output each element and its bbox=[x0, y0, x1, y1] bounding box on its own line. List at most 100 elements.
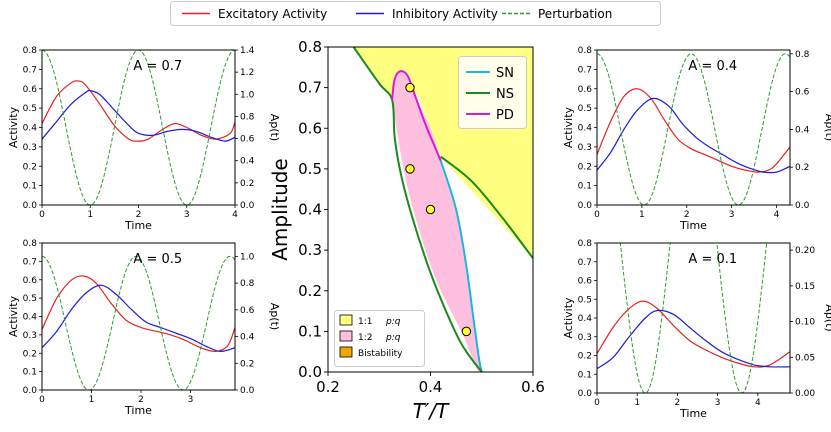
y-axis-label: Amplitude bbox=[268, 158, 292, 261]
y2-tick-label: 0.2 bbox=[795, 163, 809, 173]
x-tick-label: 1 bbox=[87, 210, 93, 220]
legend-line-label: SN bbox=[496, 66, 514, 81]
y2-axis-label: Ap(t) bbox=[268, 303, 281, 330]
y2-tick-label: 0.6 bbox=[240, 135, 255, 145]
y2-tick-label: 1.2 bbox=[240, 68, 254, 78]
y2-tick-label: 0.15 bbox=[795, 282, 815, 292]
x-tick-label: 3 bbox=[729, 210, 735, 220]
y-tick-label: 0.0 bbox=[298, 363, 322, 381]
x-axis-label: T′/T bbox=[413, 399, 450, 423]
legend-label-1: Inhibitory Activity bbox=[392, 7, 498, 21]
x-tick-label: 2 bbox=[138, 395, 144, 405]
y2-tick-label: 0.2 bbox=[240, 359, 254, 369]
legend-patch-0 bbox=[339, 314, 353, 326]
x-tick-label: 0.4 bbox=[419, 378, 443, 396]
plot-area bbox=[42, 255, 235, 390]
y-tick-label: 0.5 bbox=[298, 160, 322, 178]
inhibitory-line bbox=[597, 309, 790, 370]
x-tick-label: 0 bbox=[594, 210, 600, 220]
panel-a-0.7: 0 1 2 3 40.00.10.20.30.40.50.60.70.80.00.20.… bbox=[7, 46, 281, 232]
excitatory-line bbox=[597, 88, 790, 173]
x-tick-label: 2 bbox=[684, 210, 690, 220]
y2-tick-label: 1.0 bbox=[240, 90, 255, 100]
x-axis-label: Time bbox=[679, 407, 707, 420]
excitatory-line bbox=[42, 275, 235, 353]
amplitude-annotation: A = 0.5 bbox=[133, 252, 182, 267]
y2-tick-label: 0.4 bbox=[240, 333, 255, 343]
y-axis-label: Activity bbox=[562, 106, 575, 148]
y2-tick-label: 0.4 bbox=[795, 125, 810, 135]
y2-axis-label: Ap(t) bbox=[268, 114, 281, 141]
y-tick-label: 0.4 bbox=[578, 124, 593, 134]
y-tick-label: 0.7 bbox=[23, 65, 37, 75]
region-legend: 1:1 p:q 1:2 p:q Bistability bbox=[334, 310, 425, 367]
x-tick-label: 0 bbox=[39, 395, 45, 405]
boundary-legend: SN NS PD bbox=[458, 56, 527, 129]
perturbation-line bbox=[42, 255, 235, 390]
y-tick-label: 0.5 bbox=[23, 104, 37, 114]
region-1-2 bbox=[392, 71, 480, 372]
y-tick-label: 0.1 bbox=[578, 182, 592, 192]
y-tick-label: 0.3 bbox=[578, 333, 592, 343]
legend-line-label: PD bbox=[496, 108, 514, 123]
x-tick-label: 0.6 bbox=[521, 378, 545, 396]
y-tick-label: 0.4 bbox=[23, 313, 38, 323]
y-tick-label: 0.8 bbox=[23, 239, 38, 249]
x-tick-label: 3 bbox=[715, 398, 721, 408]
y-tick-label: 0.1 bbox=[23, 182, 37, 192]
perturbation-line bbox=[42, 50, 235, 205]
y-tick-label: 0.6 bbox=[23, 85, 38, 95]
y-tick-label: 0.7 bbox=[578, 65, 592, 75]
y-tick-label: 0.5 bbox=[578, 104, 592, 114]
boundary-ns-1 bbox=[352, 47, 483, 372]
legend-line-label: NS bbox=[496, 87, 514, 102]
y-axis-label: Activity bbox=[562, 297, 575, 339]
y-tick-label: 0.8 bbox=[298, 38, 322, 56]
plot-area bbox=[597, 53, 790, 205]
y-tick-label: 0.0 bbox=[23, 386, 38, 396]
y-tick-label: 0.0 bbox=[578, 201, 593, 211]
y2-tick-label: 0.8 bbox=[240, 112, 255, 122]
x-axis-label: Time bbox=[124, 219, 152, 232]
sample-point bbox=[405, 82, 415, 93]
legend-patch-label: 1:2 bbox=[358, 333, 372, 343]
y2-axis-label: Ap(t) bbox=[823, 304, 831, 331]
y-tick-label: 0.3 bbox=[578, 143, 592, 153]
excitatory-line bbox=[597, 300, 790, 368]
legend-patch-1 bbox=[339, 330, 353, 342]
y-tick-label: 0.5 bbox=[23, 294, 37, 304]
y-tick-label: 0.8 bbox=[23, 46, 38, 56]
x-tick-label: 0 bbox=[39, 210, 45, 220]
y-tick-label: 0.4 bbox=[23, 124, 38, 134]
y-tick-label: 0.8 bbox=[578, 239, 593, 249]
y2-tick-label: 0.10 bbox=[795, 318, 815, 328]
plot-area bbox=[42, 50, 235, 205]
y-tick-label: 0.7 bbox=[23, 257, 37, 267]
boundary-ns-2 bbox=[440, 155, 533, 259]
y-tick-label: 0.6 bbox=[298, 119, 322, 137]
y2-tick-label: 0.6 bbox=[795, 88, 810, 98]
x-tick-label: 0 bbox=[594, 398, 600, 408]
y-axis-label: Activity bbox=[7, 106, 20, 148]
y2-tick-label: 0.20 bbox=[795, 246, 815, 256]
y2-tick-label: 0.4 bbox=[240, 157, 255, 167]
x-tick-label: 4 bbox=[755, 398, 761, 408]
top-legend: Excitatory Activity Inhibitory Activity Pe… bbox=[170, 1, 661, 26]
legend-patch-label: 1:1 bbox=[358, 317, 372, 327]
y-tick-label: 0.6 bbox=[23, 276, 38, 286]
boundary-sn-0 bbox=[439, 160, 483, 372]
legend-patch-2 bbox=[339, 346, 353, 358]
legend-patch-label: Bistability bbox=[358, 349, 403, 359]
y-tick-label: 0.6 bbox=[578, 85, 593, 95]
y2-tick-label: 1.0 bbox=[240, 252, 255, 262]
region-legend-frame bbox=[334, 310, 425, 367]
sample-point bbox=[425, 204, 436, 215]
y-tick-label: 0.7 bbox=[298, 79, 322, 97]
y2-tick-label: 0.0 bbox=[240, 386, 255, 396]
x-tick-label: 2 bbox=[136, 210, 142, 220]
x-tick-label: 1 bbox=[639, 210, 645, 220]
bifurcation-panel: 0.2 0.4 0.6 0.0 0.1 0.2 0.3 0.4 0.5 0.6 0.7 0.8 T′/T… bbox=[268, 38, 545, 423]
legend-patch-suffix: p:q bbox=[385, 317, 401, 327]
amplitude-annotation: A = 0.1 bbox=[688, 252, 737, 267]
y2-tick-label: 0.00 bbox=[795, 389, 815, 399]
